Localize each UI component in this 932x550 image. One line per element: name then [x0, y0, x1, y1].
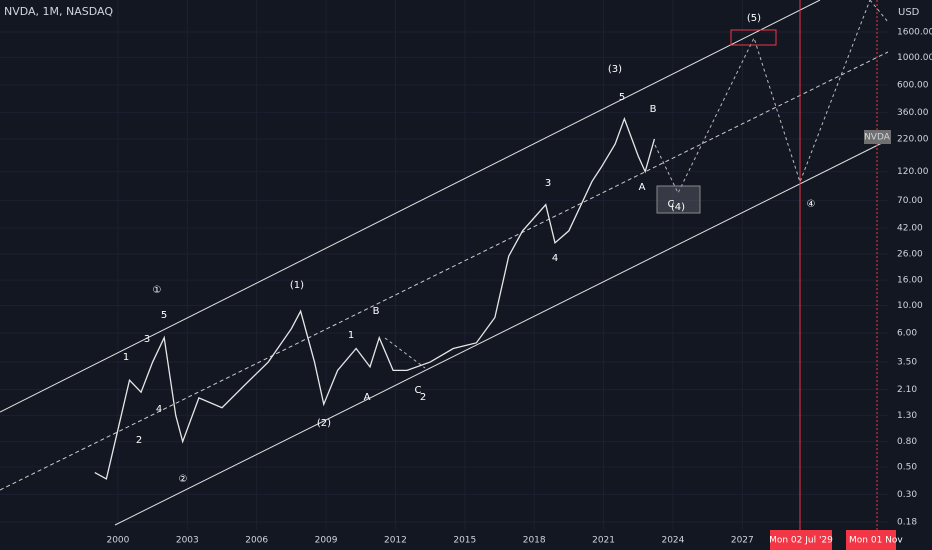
currency: USD	[898, 7, 920, 18]
x-tick-label: 2012	[384, 536, 407, 546]
y-tick-label: 120.00	[897, 167, 929, 177]
y-tick-label: 70.00	[897, 196, 923, 206]
chart-title: NVDA, 1M, NASDAQ	[4, 5, 113, 18]
wave-label: 5	[161, 310, 167, 321]
marker-label-bg	[846, 530, 896, 550]
y-tick-label: 6.00	[897, 329, 917, 339]
wave-label: C	[415, 385, 422, 396]
wave-label: C	[668, 199, 675, 210]
y-tick-label: 10.00	[897, 301, 923, 311]
y-tick-label: 600.00	[897, 80, 929, 90]
y-tick-label: 42.00	[897, 224, 923, 234]
x-tick-label: 2009	[315, 536, 338, 546]
wave-label: 3	[545, 178, 551, 189]
wave-label: 2	[136, 435, 142, 446]
marker-label: Mon 01 Nov	[849, 536, 903, 546]
wave-label: 4	[552, 253, 558, 264]
price-tag-bg	[864, 130, 891, 144]
marker-label-bg	[770, 530, 832, 550]
wave-label: A	[639, 182, 646, 193]
y-tick-label: 0.80	[897, 437, 917, 447]
price-line	[94, 116, 656, 480]
channel-upper	[0, 0, 821, 413]
price-tag: NVDA	[864, 133, 891, 143]
wave-label: A	[364, 392, 371, 403]
x-tick-label: 2018	[523, 536, 546, 546]
x-tick-label: 2027	[731, 536, 754, 546]
wave-label: B	[650, 104, 657, 115]
y-tick-label: 0.30	[897, 490, 917, 500]
x-tick-label: 2003	[176, 536, 199, 546]
wave-label: B	[373, 306, 380, 317]
wave-label: (4)	[671, 202, 685, 213]
y-tick-label: 1000.00	[897, 53, 932, 63]
y-tick-label: 220.00	[897, 134, 929, 144]
y-tick-label: 0.18	[897, 517, 917, 527]
wave-label: (2)	[317, 418, 331, 429]
y-tick-label: 1600.00	[897, 28, 932, 38]
projection-path	[384, 337, 426, 369]
x-tick-label: 2024	[661, 536, 684, 546]
y-tick-label: 16.00	[897, 276, 923, 286]
y-tick-label: 1.30	[897, 411, 917, 421]
wave-label: 2	[420, 392, 426, 403]
wave-label: 3	[144, 334, 150, 345]
y-tick-label: 0.50	[897, 462, 917, 472]
x-tick-label: 2015	[453, 536, 476, 546]
wave-label: (5)	[747, 13, 761, 24]
wave-label: 1	[123, 352, 129, 363]
price-axis	[888, 0, 932, 550]
marker-label: Mon 02 Jul '29	[769, 536, 833, 546]
target-box	[730, 29, 777, 46]
wave-label: ④	[807, 199, 816, 210]
wave-label: (1)	[290, 280, 304, 291]
wave-label: 4	[156, 404, 162, 415]
wave-label: ①	[153, 285, 162, 296]
x-tick-label: 2021	[592, 536, 615, 546]
channel-lower	[114, 139, 889, 526]
y-tick-label: 360.00	[897, 108, 929, 118]
wave-label: 1	[348, 330, 354, 341]
wave-label: ②	[179, 474, 188, 485]
y-tick-label: 3.50	[897, 358, 917, 368]
projection-path	[869, 0, 889, 23]
x-tick-label: 2006	[245, 536, 268, 546]
wave-label: (3)	[608, 64, 622, 75]
target-box	[656, 185, 701, 214]
y-tick-label: 2.10	[897, 385, 917, 395]
y-tick-label: 26.00	[897, 250, 923, 260]
wave-label: 5	[619, 92, 625, 103]
x-tick-label: 2000	[106, 536, 129, 546]
